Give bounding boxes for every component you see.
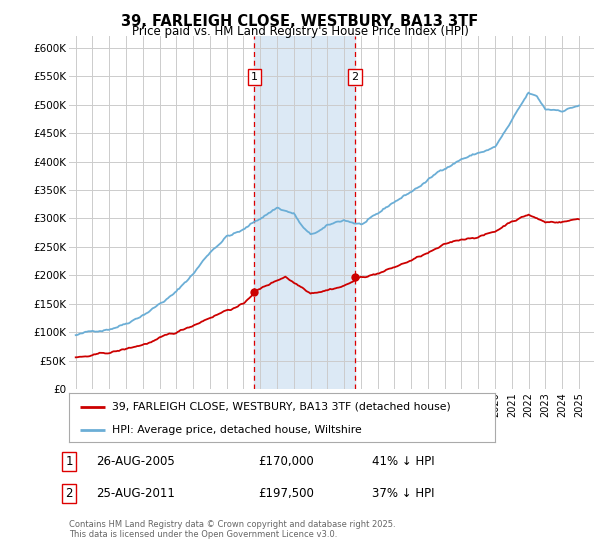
Text: 25-AUG-2011: 25-AUG-2011 <box>96 487 175 500</box>
Bar <box>254 36 355 389</box>
Text: 37% ↓ HPI: 37% ↓ HPI <box>372 487 434 500</box>
Text: 39, FARLEIGH CLOSE, WESTBURY, BA13 3TF (detached house): 39, FARLEIGH CLOSE, WESTBURY, BA13 3TF (… <box>112 402 451 412</box>
Text: 1: 1 <box>251 72 258 82</box>
Text: 2: 2 <box>352 72 359 82</box>
Text: 39, FARLEIGH CLOSE, WESTBURY, BA13 3TF: 39, FARLEIGH CLOSE, WESTBURY, BA13 3TF <box>121 14 479 29</box>
Text: £170,000: £170,000 <box>258 455 314 468</box>
Text: 1: 1 <box>65 455 73 468</box>
Text: 26-AUG-2005: 26-AUG-2005 <box>96 455 175 468</box>
Text: Contains HM Land Registry data © Crown copyright and database right 2025.
This d: Contains HM Land Registry data © Crown c… <box>69 520 395 539</box>
Text: HPI: Average price, detached house, Wiltshire: HPI: Average price, detached house, Wilt… <box>112 425 361 435</box>
Text: 41% ↓ HPI: 41% ↓ HPI <box>372 455 434 468</box>
Text: 2: 2 <box>65 487 73 500</box>
Text: £197,500: £197,500 <box>258 487 314 500</box>
Text: Price paid vs. HM Land Registry's House Price Index (HPI): Price paid vs. HM Land Registry's House … <box>131 25 469 38</box>
